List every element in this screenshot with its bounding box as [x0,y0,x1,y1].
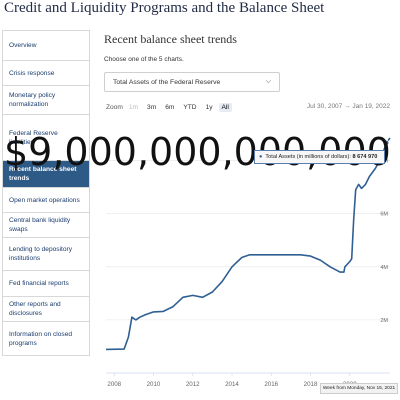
x-tick-label-2008: 2008 [107,381,121,388]
sidebar-item-label: Recent balance sheet trends [9,166,77,182]
series-dot-icon: ● [259,154,263,160]
sidebar-item-label: Crisis response [9,69,55,77]
sidebar-item-information-on-closed-programs[interactable]: Information on closed programs [2,322,90,356]
hover-date-label: Week from Monday, Nov 15, 2021 [320,383,398,394]
y-tick-label-6M: 6M [380,212,388,218]
zoom-6m-button[interactable]: 6m [165,104,175,111]
sidebar-item-federal-reserve-liabilities[interactable]: Federal Reserve liabilities [2,115,90,161]
x-tick-label-2010: 2010 [147,381,161,388]
sidebar-item-lending-to-depository-institutions[interactable]: Lending to depository institutions [2,238,90,271]
chart-select[interactable]: Total Assets of the Federal Reserve ⌵ [104,72,280,92]
chart-select-value: Total Assets of the Federal Reserve [113,78,221,86]
zoom-1y-button[interactable]: 1y [205,104,213,111]
sidebar-item-label: Fed financial reports [9,280,69,287]
zoom-3m-button[interactable]: 3m [147,104,157,111]
sidebar-item-crisis-response[interactable]: Crisis response [2,61,90,86]
section-title: Recent balance sheet trends [104,32,237,46]
sidebar-item-label: Overview [9,42,37,49]
tooltip-label: Total Assets (in millions of dollars): [265,154,351,160]
date-range[interactable]: Jul 30, 2007 → Jan 19, 2022 [306,103,390,110]
sidebar-item-recent-balance-sheet-trends[interactable]: Recent balance sheet trends [2,161,90,188]
page-title: Credit and Liquidity Programs and the Ba… [4,0,325,16]
sidebar-item-label: Central bank liquidity swaps [9,217,71,233]
zoom-controls: Zoom 1m 3m 6m YTD 1y All [106,103,232,112]
sidebar-item-overview[interactable]: Overview [2,31,90,61]
y-tick-label-2M: 2M [380,318,388,324]
series-line-0 [105,137,391,351]
sidebar-item-monetary-policy-normalization[interactable]: Monetary policy normalization [2,86,90,115]
sidebar-item-label: Other reports and disclosures [9,301,61,317]
x-tick-label-2012: 2012 [186,381,200,388]
zoom-ytd-button[interactable]: YTD [183,104,197,111]
chart-tooltip: ● Total Assets (in millions of dollars):… [254,150,385,164]
hover-point-marker [383,139,390,146]
sidebar-item-label: Federal Reserve liabilities [9,129,58,146]
sidebar-item-label: Open market operations [9,196,80,204]
sidebar-item-label: Monetary policy normalization [9,92,56,108]
chevron-down-icon: ⌵ [265,78,271,85]
tooltip-value: 8 674 970 [352,154,378,160]
zoom-all-button[interactable]: All [218,103,232,112]
zoom-label: Zoom [106,104,123,111]
sidebar-item-other-reports-and-disclosures[interactable]: Other reports and disclosures [2,297,90,322]
sidebar-item-fed-financial-reports[interactable]: Fed financial reports [2,271,90,297]
x-tick-label-2018: 2018 [304,381,318,388]
sidebar-item-label: Information on closed programs [9,330,73,347]
y-tick-label-4M: 4M [380,265,388,271]
choose-chart-label: Choose one of the 5 charts. [104,56,184,63]
sidebar-item-open-market-operations[interactable]: Open market operations [2,188,90,213]
sidebar-nav: Overview Crisis response Monetary policy… [2,30,90,356]
zoom-1m-button[interactable]: 1m [128,104,139,111]
x-tick-label-2016: 2016 [264,381,278,388]
sidebar-item-central-bank-liquidity-swaps[interactable]: Central bank liquidity swaps [2,213,90,238]
sidebar-item-label: Lending to depository institutions [9,246,73,262]
x-tick-label-2014: 2014 [225,381,239,388]
